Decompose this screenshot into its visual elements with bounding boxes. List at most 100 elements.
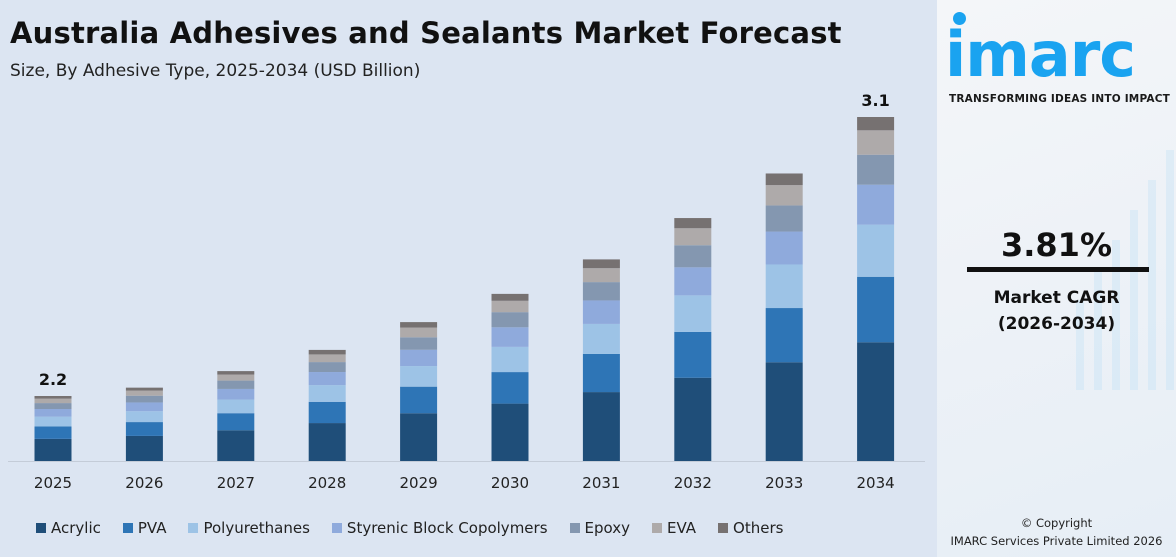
bar-segment-eva-2029	[400, 327, 438, 338]
legend-swatch	[36, 523, 46, 533]
legend-label: PVA	[137, 519, 167, 537]
bar-segment-acrylic-2025	[34, 438, 72, 461]
bar-segment-pva-2032	[674, 331, 712, 378]
x-tick-label: 2025	[34, 474, 72, 492]
legend-item: EVA	[651, 519, 697, 537]
legend-swatch	[569, 523, 580, 533]
bar-segment-styrenic-block-copolymers-2029	[400, 349, 438, 367]
bar-segment-others-2031	[582, 259, 620, 269]
x-tick-label: 2034	[857, 474, 895, 492]
legend-item: Polyurethanes	[188, 519, 310, 537]
bar-segment-eva-2033	[765, 185, 803, 206]
bar-segment-styrenic-block-copolymers-2028	[308, 372, 346, 386]
info-panel: imarc TRANSFORMING IDEAS INTO IMPACT 3.8…	[937, 0, 1176, 557]
x-tick-label: 2030	[491, 474, 529, 492]
bar-segment-others-2025	[34, 396, 72, 399]
bar-segment-polyurethanes-2034	[857, 224, 895, 277]
bar-segment-others-2032	[674, 218, 712, 229]
bar-segment-pva-2031	[582, 353, 620, 393]
x-tick-label: 2027	[217, 474, 255, 492]
total-label: 2.2	[39, 370, 67, 389]
bar-segment-styrenic-block-copolymers-2031	[582, 300, 620, 324]
chart-title: Australia Adhesives and Sealants Market …	[10, 16, 842, 50]
brand-tagline: TRANSFORMING IDEAS INTO IMPACT	[949, 93, 1170, 105]
bar-segment-pva-2027	[217, 413, 255, 431]
bar-segment-polyurethanes-2031	[582, 323, 620, 354]
bar-segment-polyurethanes-2029	[400, 366, 438, 387]
bar-segment-acrylic-2033	[765, 362, 803, 461]
cagr-label: Market CAGR (2026-2034)	[937, 285, 1176, 337]
legend-swatch	[188, 523, 199, 533]
bar-segment-others-2027	[217, 371, 255, 375]
bar-segment-pva-2025	[34, 426, 72, 439]
bar-segment-styrenic-block-copolymers-2033	[765, 231, 803, 265]
bar-segment-others-2026	[125, 387, 163, 391]
bar-segment-styrenic-block-copolymers-2034	[857, 184, 895, 225]
divider	[967, 267, 1149, 272]
copyright: © Copyright IMARC Services Private Limit…	[937, 514, 1176, 550]
bar-segment-pva-2028	[308, 401, 346, 424]
chart-subtitle: Size, By Adhesive Type, 2025-2034 (USD B…	[10, 61, 421, 81]
bar-segment-others-2034	[857, 117, 895, 131]
x-tick-label: 2026	[125, 474, 163, 492]
copyright-line1: © Copyright	[1020, 516, 1093, 530]
bar-segment-polyurethanes-2027	[217, 399, 255, 414]
legend-label: EVA	[666, 519, 697, 537]
cagr-period: (2026-2034)	[997, 314, 1116, 334]
bar-segment-acrylic-2034	[857, 342, 895, 461]
bar-segment-epoxy-2033	[765, 205, 803, 232]
bar-segment-polyurethanes-2032	[674, 295, 712, 332]
legend-item: Styrenic Block Copolymers	[331, 519, 548, 537]
bar-segment-pva-2033	[765, 308, 803, 363]
bar-segment-epoxy-2029	[400, 337, 438, 350]
x-tick-label: 2029	[400, 474, 438, 492]
bar-segment-pva-2034	[857, 276, 895, 343]
bar-segment-epoxy-2026	[125, 395, 163, 403]
bar-segment-eva-2027	[217, 374, 255, 381]
stacked-bar-chart: 2025 2.2 2026 2027 2028 2029 2030 2031 2032 2033 2…	[8, 91, 925, 492]
bar-segment-others-2028	[308, 349, 346, 355]
bar-segment-others-2030	[491, 293, 529, 301]
bar-segment-eva-2031	[582, 268, 620, 283]
legend-item: Others	[718, 519, 783, 537]
bar-segment-polyurethanes-2028	[308, 385, 346, 402]
bar-segment-epoxy-2034	[857, 154, 895, 185]
legend-label: Epoxy	[584, 519, 630, 537]
chart-legend: Acrylic PVA Polyurethanes Styrenic Block Co…	[36, 519, 805, 537]
bar-segment-epoxy-2027	[217, 380, 255, 389]
bar-segment-polyurethanes-2025	[34, 416, 72, 427]
bar-segment-others-2029	[400, 322, 438, 328]
legend-item: PVA	[122, 519, 167, 537]
imarc-logo: imarc	[945, 18, 1136, 91]
bar-segment-styrenic-block-copolymers-2032	[674, 267, 712, 296]
bar-segment-acrylic-2031	[582, 392, 620, 461]
bar-segment-eva-2028	[308, 354, 346, 363]
legend-label: Acrylic	[51, 519, 101, 537]
bar-segment-epoxy-2032	[674, 245, 712, 268]
bar-segment-pva-2029	[400, 386, 438, 414]
bar-segment-epoxy-2031	[582, 282, 620, 301]
bar-segment-acrylic-2032	[674, 377, 712, 461]
legend-swatch	[122, 523, 133, 533]
total-label: 3.1	[861, 91, 889, 110]
bar-segment-eva-2034	[857, 130, 895, 155]
cagr-value: 3.81%	[1000, 226, 1112, 264]
bar-segment-styrenic-block-copolymers-2026	[125, 402, 163, 412]
bar-segment-acrylic-2030	[491, 403, 529, 461]
legend-swatch	[331, 523, 342, 533]
bar-segment-styrenic-block-copolymers-2030	[491, 327, 529, 347]
bar-segment-styrenic-block-copolymers-2027	[217, 388, 255, 400]
bar-segment-acrylic-2028	[308, 423, 346, 461]
x-tick-label: 2032	[674, 474, 712, 492]
bar-segment-polyurethanes-2033	[765, 264, 803, 309]
logo-dot	[953, 12, 966, 25]
legend-swatch	[651, 523, 662, 533]
copyright-line2: IMARC Services Private Limited 2026	[950, 534, 1163, 548]
x-tick-label: 2033	[765, 474, 803, 492]
bar-segment-acrylic-2029	[400, 413, 438, 461]
bar-segment-pva-2030	[491, 372, 529, 404]
bar-segment-acrylic-2026	[125, 435, 163, 461]
legend-label: Styrenic Block Copolymers	[346, 519, 548, 537]
bar-segment-styrenic-block-copolymers-2025	[34, 409, 72, 417]
bar-segment-eva-2026	[125, 390, 163, 396]
